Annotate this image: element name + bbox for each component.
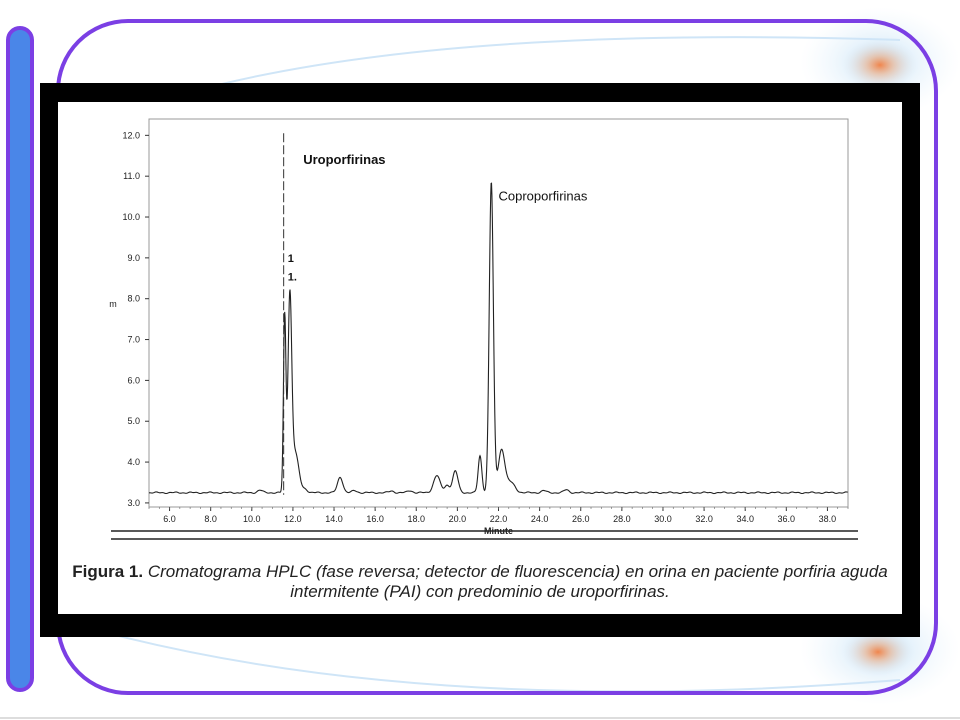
chart-annotation: 1. — [288, 271, 297, 283]
x-tick-label: 26.0 — [572, 514, 590, 524]
x-tick-label: 6.0 — [163, 514, 176, 524]
x-tick-label: 36.0 — [778, 514, 796, 524]
decor-swoosh-bottom — [59, 619, 901, 693]
caption-label: Figura 1. — [72, 562, 144, 581]
x-tick-label: 32.0 — [695, 514, 713, 524]
y-tick-label: 9.0 — [127, 253, 140, 263]
chart-annotation: 1 — [288, 253, 294, 265]
chromatogram-chart: 3.0 4.0 5.0 6.0 7.0 8.0 9.0 10.0 11.0 12.0 6.0 8.0 1… — [109, 118, 858, 540]
caption-line1: Cromatograma HPLC (fase reversa; detecto… — [147, 562, 888, 581]
x-tick-label: 8.0 — [204, 514, 217, 524]
chart-annotation: Coproporfirinas — [499, 189, 588, 204]
x-tick-label: 12.0 — [284, 514, 302, 524]
decor-glow-top-orange — [842, 39, 918, 91]
y-tick-label: 11.0 — [123, 171, 140, 181]
y-axis-label: m — [109, 299, 117, 309]
y-tick-label: 12.0 — [122, 130, 140, 140]
figure-content: 3.0 4.0 5.0 6.0 7.0 8.0 9.0 10.0 11.0 12.0 6.0 8.0 1… — [61, 104, 899, 612]
figure-caption: Figura 1. Cromatograma HPLC (fase revers… — [61, 562, 899, 602]
left-accent-bar — [6, 26, 34, 692]
x-tick-label: 38.0 — [819, 514, 837, 524]
x-tick-label: 24.0 — [531, 514, 549, 524]
y-tick-label: 4.0 — [127, 457, 140, 467]
x-tick-label: 34.0 — [736, 514, 754, 524]
x-tick-label: 22.0 — [490, 514, 508, 524]
x-tick-label: 14.0 — [325, 514, 343, 524]
decor-glow-bottom-orange — [842, 628, 914, 676]
chart-annotation: Uroporfirinas — [303, 152, 385, 167]
caption-line2: intermitente (PAI) con predominio de uro… — [290, 582, 670, 601]
y-tick-label: 7.0 — [127, 335, 140, 345]
y-tick-label: 10.0 — [122, 212, 140, 222]
y-tick-label: 8.0 — [127, 294, 140, 304]
x-tick-label: 18.0 — [407, 514, 425, 524]
x-tick-label: 10.0 — [243, 514, 261, 524]
y-tick-label: 6.0 — [127, 375, 140, 385]
plot-area — [148, 118, 849, 508]
x-tick-label: 16.0 — [366, 514, 384, 524]
x-tick-label: 30.0 — [654, 514, 672, 524]
y-tick-label: 3.0 — [127, 498, 140, 508]
y-tick-label: 5.0 — [127, 416, 140, 426]
x-tick-label: 28.0 — [613, 514, 631, 524]
chromatogram-series-line — [148, 182, 848, 495]
x-tick-label: 20.0 — [449, 514, 467, 524]
